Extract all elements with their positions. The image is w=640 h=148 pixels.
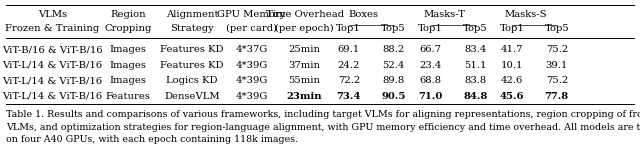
Text: VLMs: VLMs — [38, 10, 67, 19]
Text: 39.1: 39.1 — [546, 61, 568, 70]
Text: Region: Region — [110, 10, 146, 19]
Text: Top5: Top5 — [381, 24, 406, 33]
Text: Features KD: Features KD — [160, 61, 224, 70]
Text: ViT-L/14 & ViT-B/16: ViT-L/14 & ViT-B/16 — [3, 76, 102, 85]
Text: 75.2: 75.2 — [546, 76, 568, 85]
Text: ViT-B/16 & ViT-B/16: ViT-B/16 & ViT-B/16 — [2, 45, 103, 54]
Text: Masks-S: Masks-S — [505, 10, 547, 19]
Text: VLMs, and optimization strategies for region-language alignment, with GPU memory: VLMs, and optimization strategies for re… — [6, 123, 640, 132]
Text: Images: Images — [109, 45, 147, 54]
Text: 83.8: 83.8 — [465, 76, 486, 85]
Text: on four A40 GPUs, with each epoch containing 118k images.: on four A40 GPUs, with each epoch contai… — [6, 135, 298, 144]
Text: DenseVLM: DenseVLM — [164, 92, 220, 101]
Text: 41.7: 41.7 — [500, 45, 524, 54]
Text: 23min: 23min — [287, 92, 323, 101]
Text: Top1: Top1 — [500, 24, 524, 33]
Text: (per card): (per card) — [226, 24, 277, 33]
Text: 73.4: 73.4 — [337, 92, 361, 101]
Text: Frozen & Training: Frozen & Training — [5, 24, 100, 33]
Text: 45.6: 45.6 — [500, 92, 524, 101]
Text: Logics KD: Logics KD — [166, 76, 218, 85]
Text: Table 1. Results and comparisons of various frameworks, including target VLMs fo: Table 1. Results and comparisons of vari… — [6, 110, 640, 119]
Text: 89.8: 89.8 — [383, 76, 404, 85]
Text: 24.2: 24.2 — [338, 61, 360, 70]
Text: ViT-L/14 & ViT-B/16: ViT-L/14 & ViT-B/16 — [3, 61, 102, 70]
Text: 10.1: 10.1 — [500, 61, 524, 70]
Text: Strategy: Strategy — [170, 24, 214, 33]
Text: 51.1: 51.1 — [464, 61, 487, 70]
Text: Top5: Top5 — [463, 24, 488, 33]
Text: 4*39G: 4*39G — [236, 92, 268, 101]
Text: 88.2: 88.2 — [383, 45, 404, 54]
Text: Cropping: Cropping — [104, 24, 152, 33]
Text: 75.2: 75.2 — [546, 45, 568, 54]
Text: 84.8: 84.8 — [463, 92, 488, 101]
Text: Features: Features — [106, 92, 150, 101]
Text: GPU Memory: GPU Memory — [218, 10, 285, 19]
Text: Features KD: Features KD — [160, 45, 224, 54]
Text: 25min: 25min — [289, 45, 321, 54]
Text: 66.7: 66.7 — [420, 45, 442, 54]
Text: Time Overhead: Time Overhead — [266, 10, 344, 19]
Text: 23.4: 23.4 — [420, 61, 442, 70]
Text: 71.0: 71.0 — [419, 92, 443, 101]
Text: Top5: Top5 — [545, 24, 569, 33]
Text: 42.6: 42.6 — [501, 76, 523, 85]
Text: 69.1: 69.1 — [338, 45, 360, 54]
Text: ViT-L/14 & ViT-B/16: ViT-L/14 & ViT-B/16 — [3, 92, 102, 101]
Text: 4*39G: 4*39G — [236, 61, 268, 70]
Text: 4*37G: 4*37G — [236, 45, 268, 54]
Text: Boxes: Boxes — [348, 10, 378, 19]
Text: 68.8: 68.8 — [420, 76, 442, 85]
Text: 90.5: 90.5 — [381, 92, 406, 101]
Text: 77.8: 77.8 — [545, 92, 569, 101]
Text: 52.4: 52.4 — [383, 61, 404, 70]
Text: Alignment: Alignment — [166, 10, 218, 19]
Text: Top1: Top1 — [337, 24, 361, 33]
Text: Masks-T: Masks-T — [424, 10, 466, 19]
Text: (per epoch): (per epoch) — [275, 24, 334, 33]
Text: 4*39G: 4*39G — [236, 76, 268, 85]
Text: 37min: 37min — [289, 61, 321, 70]
Text: 72.2: 72.2 — [338, 76, 360, 85]
Text: Top1: Top1 — [419, 24, 443, 33]
Text: 55min: 55min — [289, 76, 321, 85]
Text: 83.4: 83.4 — [465, 45, 486, 54]
Text: Images: Images — [109, 76, 147, 85]
Text: Images: Images — [109, 61, 147, 70]
